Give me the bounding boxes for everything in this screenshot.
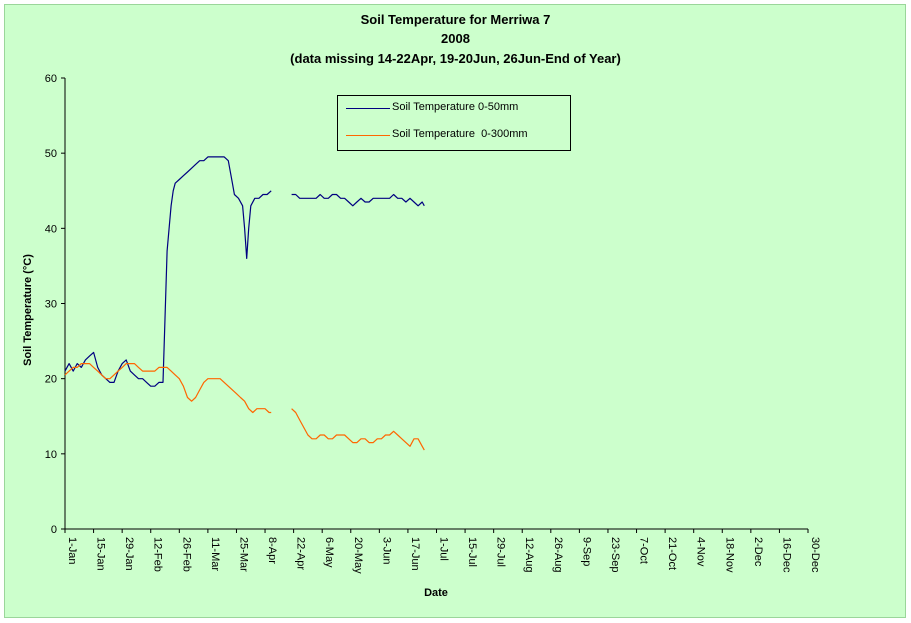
x-tick-label-25: 16-Dec — [780, 537, 792, 573]
x-tick-label-10: 20-May — [352, 537, 364, 574]
x-tick-label-5: 11-Mar — [209, 537, 221, 571]
y-tick-label-10: 10 — [45, 449, 57, 461]
x-tick-label-22: 4-Nov — [695, 537, 707, 567]
x-tick-label-24: 2-Dec — [752, 537, 764, 567]
legend-entry-0-50mm: Soil Temperature 0-50mm — [338, 101, 572, 117]
y-tick-label-60: 60 — [45, 73, 57, 85]
chart-subtitle-year: 2008 — [441, 31, 470, 46]
y-tick-label-50: 50 — [45, 148, 57, 160]
y-tick-label-30: 30 — [45, 299, 57, 311]
legend-swatch-0-50mm — [346, 108, 390, 109]
x-tick-label-16: 12-Aug — [523, 537, 535, 572]
x-tick-label-4: 26-Feb — [180, 537, 192, 572]
x-tick-label-19: 23-Sep — [609, 537, 621, 572]
y-tick-label-40: 40 — [45, 223, 57, 235]
x-tick-label-20: 7-Oct — [638, 537, 650, 564]
y-axis-label-wrap: Soil Temperature (°C) — [8, 0, 48, 623]
x-tick-label-8: 22-Apr — [295, 537, 307, 570]
x-tick-label-21: 21-Oct — [666, 537, 678, 570]
x-tick-label-12: 17-Jun — [409, 537, 421, 571]
chart-subtitle-note: (data missing 14-22Apr, 19-20Jun, 26Jun-… — [290, 51, 621, 66]
x-tick-label-18: 9-Sep — [580, 537, 592, 566]
x-tick-label-13: 1-Jul — [438, 537, 450, 561]
x-tick-label-0: 1-Jan — [66, 537, 78, 565]
legend-swatch-0-300mm — [346, 135, 390, 136]
y-axis-label: Soil Temperature (°C) — [22, 254, 34, 366]
series-1-segment-1 — [291, 408, 425, 451]
legend-label-0-50mm: Soil Temperature 0-50mm — [392, 101, 519, 113]
x-tick-label-11: 3-Jun — [380, 537, 392, 565]
legend-label-0-300mm: Soil Temperature 0-300mm — [392, 128, 528, 140]
x-tick-label-14: 15-Jul — [466, 537, 478, 567]
chart-title: Soil Temperature for Merriwa 7 — [360, 12, 551, 27]
x-tick-label-15: 29-Jul — [495, 537, 507, 567]
x-axis-label: Date — [424, 587, 448, 599]
x-tick-label-26: 30-Dec — [809, 537, 821, 573]
x-tick-label-1: 15-Jan — [95, 537, 107, 571]
x-tick-label-23: 18-Nov — [723, 537, 735, 573]
series-0-segment-1 — [291, 193, 425, 207]
x-tick-label-2: 29-Jan — [123, 537, 135, 571]
x-tick-label-7: 8-Apr — [266, 537, 278, 564]
y-tick-label-20: 20 — [45, 374, 57, 386]
y-tick-label-0: 0 — [51, 524, 57, 536]
x-tick-label-17: 26-Aug — [552, 537, 564, 572]
series-1-segment-0 — [64, 363, 272, 414]
x-tick-label-9: 6-May — [323, 537, 335, 568]
legend: Soil Temperature 0-50mm Soil Temperature… — [337, 95, 571, 151]
legend-entry-0-300mm: Soil Temperature 0-300mm — [338, 128, 572, 144]
x-tick-label-6: 25-Mar — [237, 537, 249, 572]
x-tick-label-3: 12-Feb — [152, 537, 164, 572]
series-0-segment-0 — [64, 156, 272, 387]
